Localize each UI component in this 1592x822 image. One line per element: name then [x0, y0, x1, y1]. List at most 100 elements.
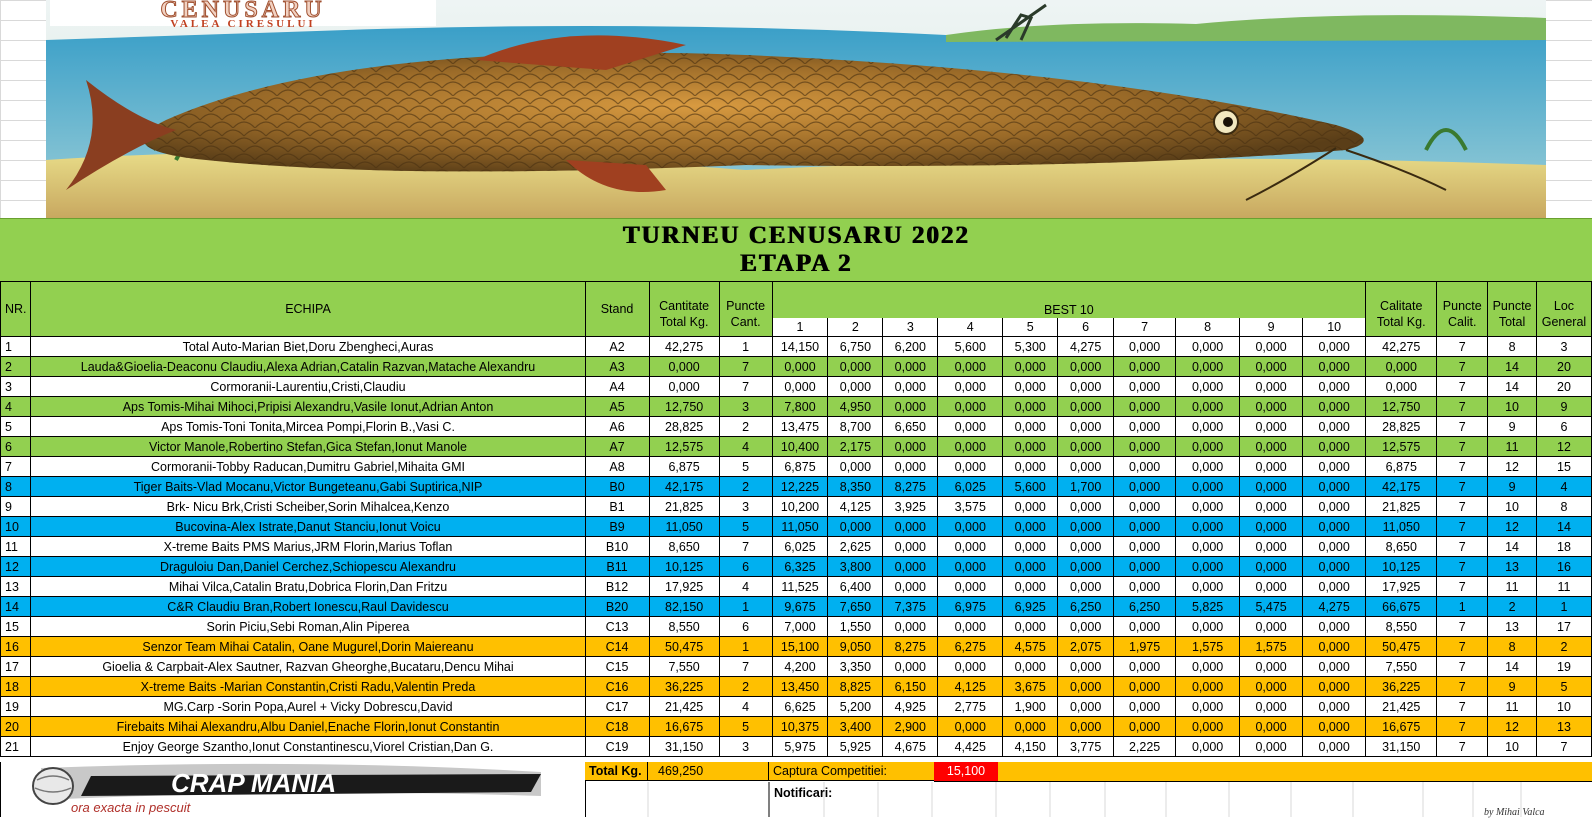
best-catch-5: 1,900	[1002, 696, 1059, 717]
best-catch-2: 8,700	[827, 416, 884, 437]
best-catch-2: 3,800	[827, 556, 884, 577]
header-calitate: Calitate Total Kg.	[1365, 281, 1438, 337]
puncte-calit: 7	[1436, 556, 1489, 577]
best-catch-6: 0,000	[1057, 656, 1115, 677]
best-catch-2: 0,000	[827, 516, 884, 537]
row-nr: 15	[0, 616, 32, 637]
best-catch-2: 2,175	[827, 436, 884, 457]
header-loc-general: Loc General	[1535, 281, 1592, 337]
best-catch-2: 5,925	[827, 736, 884, 757]
best-catch-10: 0,000	[1302, 536, 1367, 557]
best-catch-9: 0,000	[1239, 396, 1304, 417]
best-catch-8: 0,000	[1175, 576, 1241, 597]
best-catch-5: 0,000	[1002, 496, 1059, 517]
cantitate-total: 21,425	[648, 696, 720, 717]
table-row: 3 Cormoranii-Laurentiu,Cristi,Claudiu A4 0,…	[0, 376, 1592, 397]
header-best-4: 4	[937, 317, 1004, 337]
best-catch-3: 0,000	[882, 516, 939, 537]
stand-code: B11	[584, 556, 650, 577]
cantitate-total: 16,675	[648, 716, 720, 737]
best-catch-2: 0,000	[827, 376, 884, 397]
puncte-cant: 3	[718, 496, 773, 517]
team-name: MG.Carp -Sorin Popa,Aurel + Vicky Dobres…	[30, 696, 586, 717]
best-catch-4: 5,600	[937, 336, 1004, 357]
calitate-total: 0,000	[1365, 376, 1438, 397]
best-catch-1: 7,800	[771, 396, 829, 417]
puncte-total: 9	[1487, 416, 1537, 437]
footer: CRAP MANIA ora exacta in pescuit Total K…	[0, 762, 1592, 818]
calitate-total: 10,125	[1365, 556, 1438, 577]
best-catch-7: 1,975	[1113, 636, 1177, 657]
header-puncte-total: Puncte Total	[1487, 281, 1537, 337]
best-catch-7: 0,000	[1113, 376, 1177, 397]
best-catch-10: 4,275	[1302, 596, 1367, 617]
best-catch-10: 0,000	[1302, 516, 1367, 537]
cenusaru-logo: CENUSARU VALEA CIRESULUI	[50, 0, 436, 30]
row-nr: 9	[0, 496, 32, 517]
puncte-total: 8	[1487, 336, 1537, 357]
puncte-calit: 7	[1436, 336, 1489, 357]
cantitate-total: 42,275	[648, 336, 720, 357]
stand-code: A5	[584, 396, 650, 417]
best-catch-2: 9,050	[827, 636, 884, 657]
table-row: 1 Total Auto-Marian Biet,Doru Zbengheci,A…	[0, 336, 1592, 357]
best-catch-8: 0,000	[1175, 436, 1241, 457]
stand-code: B1	[584, 496, 650, 517]
puncte-cant: 3	[718, 736, 773, 757]
best-catch-8: 1,575	[1175, 636, 1241, 657]
puncte-calit: 7	[1436, 736, 1489, 757]
total-kg-value: 469,250	[648, 762, 769, 781]
best-catch-8: 0,000	[1175, 556, 1241, 577]
table-row: 15 Sorin Piciu,Sebi Roman,Alin Piperea C13…	[0, 616, 1592, 637]
row-nr: 21	[0, 736, 32, 757]
stand-code: B9	[584, 516, 650, 537]
best-catch-6: 3,775	[1057, 736, 1115, 757]
puncte-total: 12	[1487, 716, 1537, 737]
puncte-calit: 7	[1436, 496, 1489, 517]
best-catch-4: 2,775	[937, 696, 1004, 717]
loc-general: 20	[1535, 376, 1592, 397]
best-catch-6: 0,000	[1057, 696, 1115, 717]
puncte-total: 13	[1487, 556, 1537, 577]
best-catch-2: 8,825	[827, 676, 884, 697]
puncte-cant: 2	[718, 416, 773, 437]
best-catch-9: 0,000	[1239, 576, 1304, 597]
calitate-total: 36,225	[1365, 676, 1438, 697]
best-catch-10: 0,000	[1302, 696, 1367, 717]
cantitate-total: 0,000	[648, 356, 720, 377]
best-catch-1: 15,100	[771, 636, 829, 657]
best-catch-9: 0,000	[1239, 376, 1304, 397]
table-row: 16 Senzor Team Mihai Catalin, Oane Mugure…	[0, 636, 1592, 657]
best-catch-7: 0,000	[1113, 436, 1177, 457]
puncte-calit: 7	[1436, 636, 1489, 657]
header-puncte-cant-line2: Cant.	[730, 315, 761, 329]
header-best-1: 1	[771, 317, 829, 337]
loc-general: 1	[1535, 596, 1592, 617]
puncte-cant: 4	[718, 576, 773, 597]
best-catch-4: 0,000	[937, 576, 1004, 597]
best-catch-2: 5,200	[827, 696, 884, 717]
best-catch-4: 6,025	[937, 476, 1004, 497]
puncte-calit: 7	[1436, 476, 1489, 497]
best-catch-5: 5,300	[1002, 336, 1059, 357]
results-body: 1 Total Auto-Marian Biet,Doru Zbengheci,A…	[0, 336, 1592, 757]
best-catch-3: 6,150	[882, 676, 939, 697]
header-loc-line2: General	[1541, 315, 1587, 329]
cantitate-total: 21,825	[648, 496, 720, 517]
best-catch-8: 0,000	[1175, 396, 1241, 417]
stand-code: C16	[584, 676, 650, 697]
stage-title: ETAPA 2	[739, 250, 853, 277]
table-row: 5 Aps Tomis-Toni Tonita,Mircea Pompi,Flor…	[0, 416, 1592, 437]
puncte-total: 10	[1487, 736, 1537, 757]
table-row: 18 X-treme Baits -Marian Constantin,Crist…	[0, 676, 1592, 697]
best-catch-8: 0,000	[1175, 696, 1241, 717]
best-catch-7: 0,000	[1113, 556, 1177, 577]
tournament-title: TURNEU CENUSARU 2022	[622, 222, 970, 249]
row-nr: 1	[0, 336, 32, 357]
calitate-total: 12,750	[1365, 396, 1438, 417]
best-catch-6: 0,000	[1057, 616, 1115, 637]
best-catch-5: 0,000	[1002, 716, 1059, 737]
best-catch-1: 10,400	[771, 436, 829, 457]
calitate-total: 66,675	[1365, 596, 1438, 617]
puncte-cant: 4	[718, 436, 773, 457]
